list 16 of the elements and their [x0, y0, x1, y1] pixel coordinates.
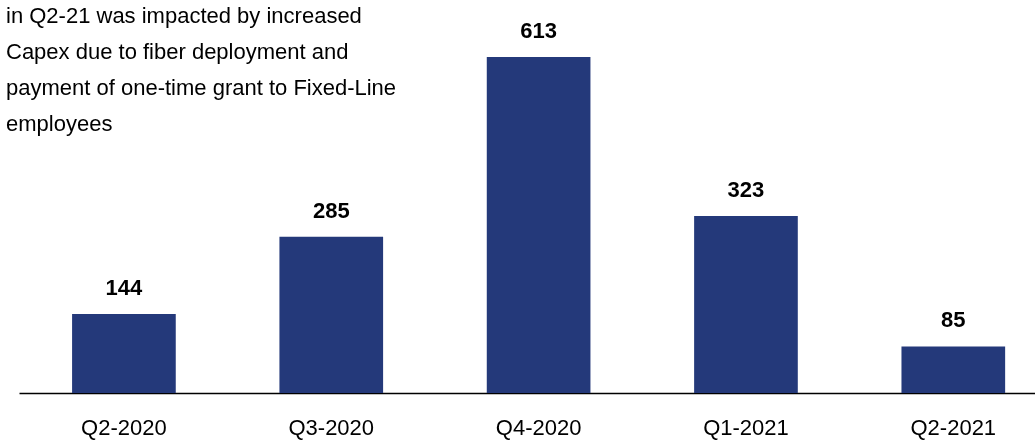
bar	[486, 57, 591, 393]
x-tick-label: Q4-2020	[495, 414, 582, 440]
bar	[901, 346, 1006, 393]
x-tick-label: Q2-2021	[910, 414, 997, 440]
bar	[72, 314, 176, 393]
data-label: 144	[105, 275, 144, 301]
data-label: 285	[312, 197, 350, 223]
data-label: 323	[727, 176, 765, 202]
data-label: 85	[941, 307, 966, 333]
x-tick-label: Q3-2020	[288, 414, 375, 440]
bar	[279, 236, 384, 393]
annotation: in Q2-21 was impacted by increased Capex due to fiber deployment and payment of one-time grant to Fixed-Line employees	[6, 3, 397, 136]
x-tick-label: Q1-2021	[703, 414, 789, 440]
x-tick-label: Q2-2020	[81, 414, 167, 440]
bar	[694, 215, 798, 393]
data-label: 613	[520, 18, 557, 43]
